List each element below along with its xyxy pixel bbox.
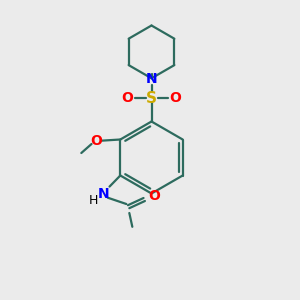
Text: O: O [90,134,102,148]
Text: N: N [98,187,110,201]
Text: N: N [146,73,157,86]
Text: O: O [148,189,160,202]
Text: O: O [169,91,181,105]
Text: O: O [122,91,134,105]
Text: H: H [89,194,99,207]
Text: S: S [146,91,157,106]
